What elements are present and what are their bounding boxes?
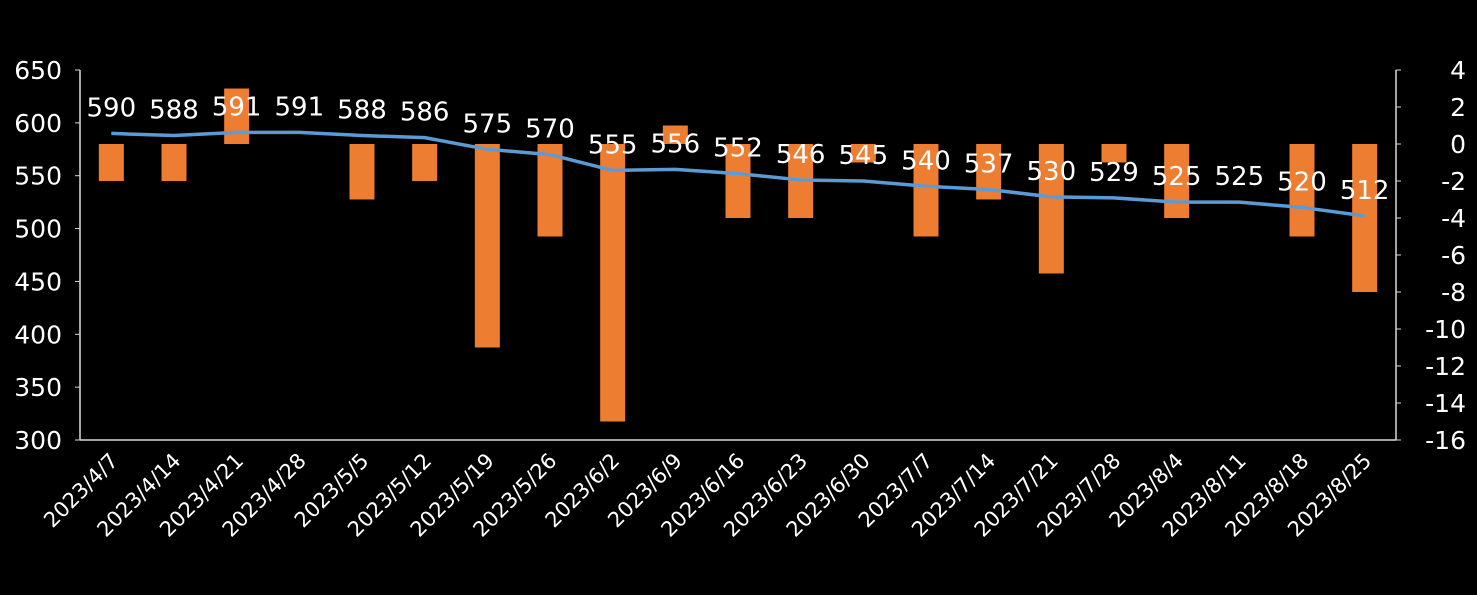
right-tick-label: -6 — [1441, 241, 1466, 270]
line-data-label: 588 — [337, 96, 387, 126]
bar-2 — [224, 88, 250, 144]
line-data-label: 586 — [400, 98, 450, 128]
line-data-label: 529 — [1089, 158, 1139, 188]
bar-9 — [662, 125, 688, 144]
right-tick-label: 2 — [1450, 93, 1466, 122]
line-data-label: 540 — [901, 146, 951, 176]
left-tick-label: 500 — [14, 215, 62, 244]
bar-8 — [600, 144, 626, 422]
line-data-label: 588 — [149, 96, 199, 126]
bar-7 — [537, 144, 563, 237]
left-tick-label: 400 — [14, 320, 62, 349]
line-data-label: 546 — [776, 140, 826, 170]
line-data-label: 555 — [588, 130, 638, 160]
line-data-label: 525 — [1215, 162, 1265, 192]
right-tick-label: -4 — [1441, 204, 1466, 233]
bar-17 — [1164, 144, 1190, 218]
bar-20 — [1352, 144, 1378, 292]
bar-15 — [1038, 144, 1064, 274]
bar-19 — [1289, 144, 1315, 237]
line-data-label: 512 — [1340, 176, 1390, 206]
right-tick-label: -14 — [1425, 389, 1466, 418]
right-tick-label: -12 — [1425, 352, 1466, 381]
line-data-label: 570 — [525, 115, 575, 145]
right-tick-label: -16 — [1425, 426, 1466, 455]
line-data-label: 520 — [1277, 167, 1327, 197]
line-data-label: 556 — [651, 129, 701, 159]
right-tick-label: 0 — [1450, 130, 1466, 159]
right-tick-label: -8 — [1441, 278, 1466, 307]
line-data-label: 545 — [839, 141, 889, 171]
left-tick-label: 350 — [14, 373, 62, 402]
line-series — [111, 130, 1365, 218]
bar-12 — [850, 144, 876, 163]
bar-5 — [412, 144, 438, 181]
bar-1 — [161, 144, 187, 181]
line-data-label: 575 — [463, 109, 513, 139]
line-data-label: 591 — [212, 92, 262, 122]
right-tick-label: 4 — [1450, 56, 1466, 85]
line-data-label: 590 — [87, 93, 137, 123]
line-data-label: 530 — [1027, 157, 1077, 187]
bar-13 — [913, 144, 939, 237]
right-tick-label: -10 — [1425, 315, 1466, 344]
left-tick-label: 550 — [14, 162, 62, 191]
line-data-label: 537 — [964, 149, 1014, 179]
line-data-label: 591 — [275, 92, 325, 122]
right-tick-label: -2 — [1441, 167, 1466, 196]
bar-0 — [98, 144, 124, 181]
line-data-label: 552 — [713, 134, 763, 164]
bar-6 — [474, 144, 500, 348]
left-tick-label: 450 — [14, 267, 62, 296]
bar-10 — [725, 144, 751, 218]
bar-16 — [1101, 144, 1127, 163]
line-data-label: 525 — [1152, 162, 1202, 192]
left-tick-label: 300 — [14, 426, 62, 455]
bar-4 — [349, 144, 375, 200]
left-tick-label: 600 — [14, 109, 62, 138]
left-tick-label: 650 — [14, 56, 62, 85]
